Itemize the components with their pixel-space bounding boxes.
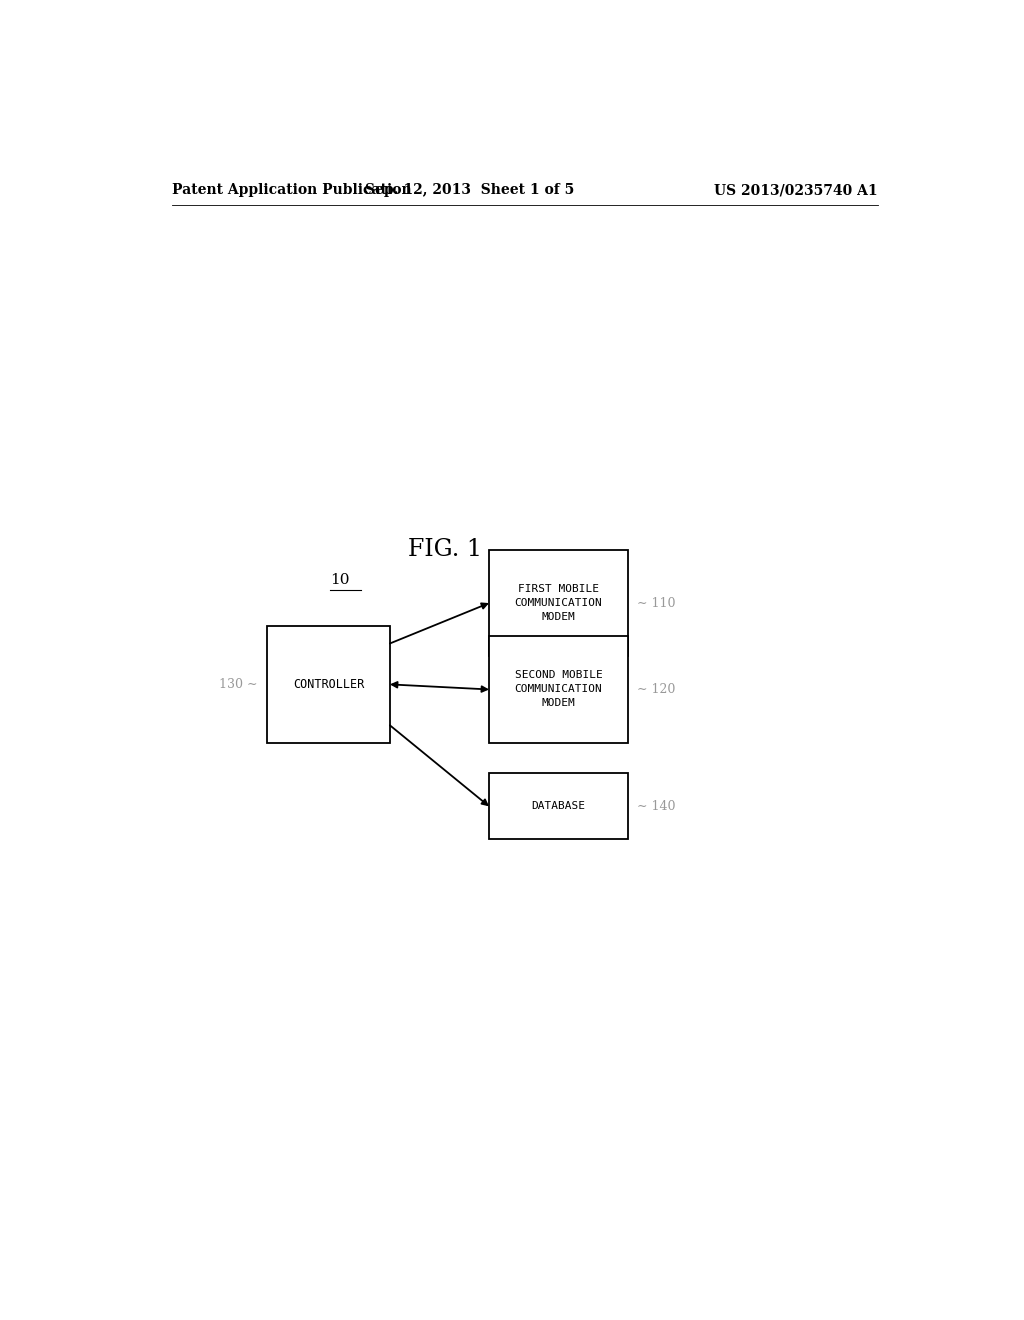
Text: Patent Application Publication: Patent Application Publication (172, 183, 412, 197)
Bar (489, 774, 628, 840)
Text: FIRST MOBILE
COMMUNICATION
MODEM: FIRST MOBILE COMMUNICATION MODEM (515, 583, 602, 622)
Text: US 2013/0235740 A1: US 2013/0235740 A1 (715, 183, 878, 197)
Bar (489, 549, 628, 656)
Text: FIG. 1: FIG. 1 (409, 539, 482, 561)
Text: Sep. 12, 2013  Sheet 1 of 5: Sep. 12, 2013 Sheet 1 of 5 (365, 183, 573, 197)
Text: CONTROLLER: CONTROLLER (293, 678, 364, 690)
Text: ∼ 110: ∼ 110 (638, 597, 676, 610)
Bar (267, 626, 390, 743)
Bar (489, 636, 628, 743)
Text: 10: 10 (331, 573, 350, 587)
Text: ∼ 120: ∼ 120 (638, 682, 676, 696)
Text: SECOND MOBILE
COMMUNICATION
MODEM: SECOND MOBILE COMMUNICATION MODEM (515, 671, 602, 709)
Text: ∼ 140: ∼ 140 (638, 800, 676, 813)
Text: DATABASE: DATABASE (531, 801, 586, 812)
Text: 130 ∼: 130 ∼ (219, 678, 257, 690)
